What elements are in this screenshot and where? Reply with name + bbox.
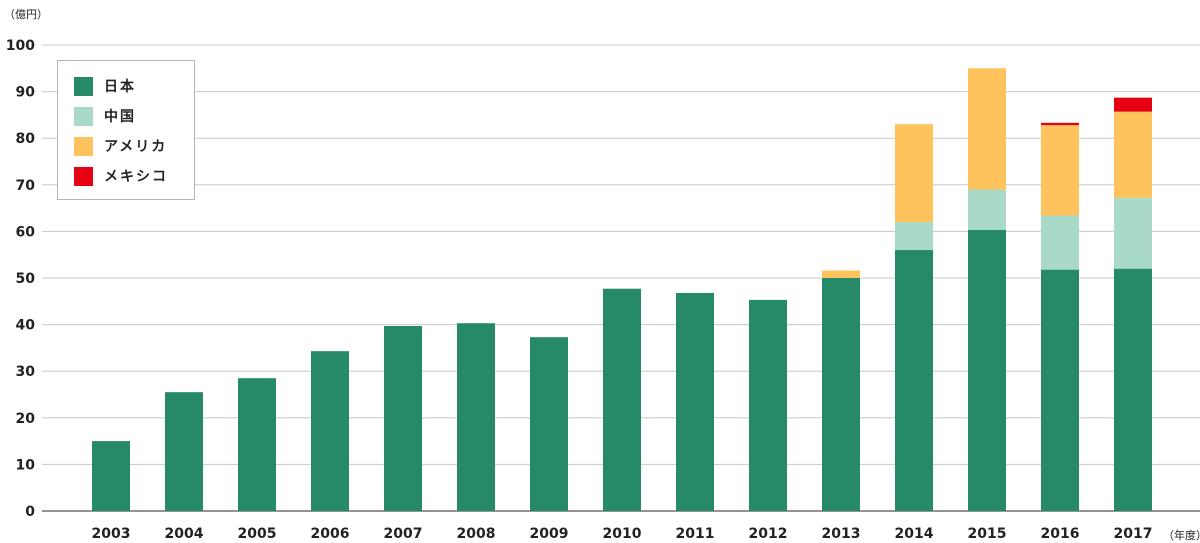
x-tick-label: 2015 [968, 526, 1007, 542]
x-tick-label: 2004 [165, 526, 204, 542]
bar-2013-japan [822, 278, 860, 511]
bar-2016-mexico [1041, 122, 1079, 126]
bar-2014-america [895, 124, 933, 223]
y-tick-label: 20 [16, 411, 36, 427]
bar-2014-china [895, 222, 933, 251]
y-tick-label: 80 [16, 131, 36, 147]
x-tick-label: 2010 [603, 526, 642, 542]
bar-2016-china [1041, 215, 1079, 270]
x-axis-unit: （年度） [1163, 528, 1200, 542]
bar-2010-japan [603, 288, 641, 511]
legend-label-china: 中国 [104, 109, 136, 125]
bar-2013-america [822, 270, 860, 278]
legend-swatch-japan [74, 76, 93, 96]
y-axis-ticks: 0 10 20 30 40 50 60 70 80 90 100 [6, 38, 35, 520]
y-axis-unit: （億円） [4, 8, 48, 21]
bar-2003-japan [92, 441, 130, 511]
bar-2016-america [1041, 125, 1079, 216]
bar-2011-japan [676, 292, 714, 511]
x-axis-ticks: 2003 2004 2005 2006 2007 2008 2009 2010 2011 2012… [92, 526, 1153, 542]
bar-2017-china [1114, 197, 1152, 269]
bar-2009-japan [530, 337, 568, 511]
x-tick-label: 2006 [311, 526, 350, 542]
legend-item-mexico: メキシコ [74, 166, 168, 186]
legend-item-japan: 日本 [74, 76, 136, 96]
x-tick-label: 2003 [92, 526, 131, 542]
y-tick-label: 50 [16, 271, 36, 287]
x-tick-label: 2008 [457, 526, 496, 542]
x-tick-label: 2011 [676, 526, 715, 542]
x-tick-label: 2012 [749, 526, 788, 542]
bar-2005-japan [238, 378, 276, 511]
x-tick-label: 2016 [1041, 526, 1080, 542]
y-tick-label: 60 [16, 224, 36, 240]
bar-2014-japan [895, 250, 933, 512]
legend-swatch-america [74, 136, 93, 156]
bar-2016-japan [1041, 269, 1079, 511]
bars [92, 68, 1152, 512]
legend: 日本 中国 アメリカ メキシコ [57, 60, 195, 200]
bar-2012-japan [749, 299, 787, 511]
x-tick-label: 2014 [895, 526, 934, 542]
x-tick-label: 2007 [384, 526, 423, 542]
x-tick-label: 2013 [822, 526, 861, 542]
bar-2015-japan [968, 230, 1006, 511]
bar-2006-japan [311, 351, 349, 511]
y-tick-label: 10 [16, 457, 36, 473]
bar-2008-japan [457, 323, 495, 511]
bar-2015-america [968, 68, 1006, 190]
bar-2007-japan [384, 325, 422, 511]
x-tick-label: 2009 [530, 526, 569, 542]
bar-2015-china [968, 189, 1006, 231]
legend-item-china: 中国 [74, 106, 136, 126]
legend-label-america: アメリカ [104, 139, 168, 155]
legend-swatch-china [74, 106, 93, 126]
legend-label-mexico: メキシコ [104, 169, 168, 185]
y-tick-label: 100 [6, 38, 35, 54]
bar-2017-america [1114, 111, 1152, 198]
bar-2017-mexico [1114, 97, 1152, 112]
bar-2004-japan [165, 392, 203, 511]
legend-label-japan: 日本 [104, 79, 136, 95]
y-tick-label: 90 [16, 85, 36, 101]
legend-swatch-mexico [74, 166, 93, 186]
y-tick-label: 0 [25, 504, 35, 520]
bar-2017-japan [1114, 268, 1152, 511]
x-tick-label: 2017 [1114, 526, 1153, 542]
x-tick-label: 2005 [238, 526, 277, 542]
legend-item-america: アメリカ [74, 136, 167, 156]
y-tick-label: 40 [16, 318, 36, 334]
y-tick-label: 30 [16, 364, 36, 380]
y-tick-label: 70 [16, 178, 36, 194]
